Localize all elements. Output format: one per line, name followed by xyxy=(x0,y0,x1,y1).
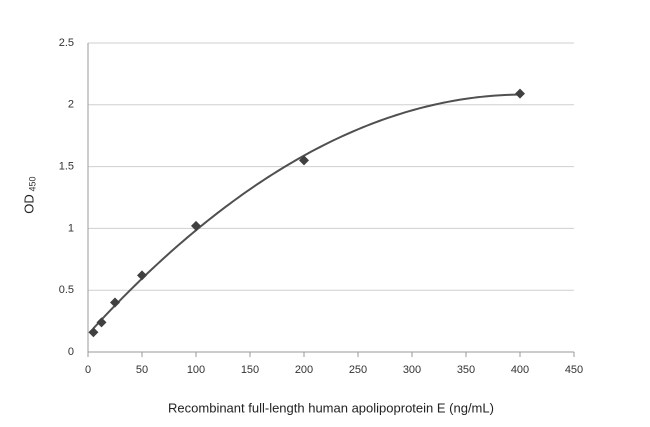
x-tick-label: 150 xyxy=(241,364,259,376)
marker xyxy=(96,317,107,328)
y-tick-label: 0 xyxy=(68,346,74,358)
marker xyxy=(515,88,525,99)
marker xyxy=(137,270,147,281)
y-axis-title-group: OD 450 xyxy=(21,176,37,213)
x-tick-label: 350 xyxy=(457,364,475,376)
y-tick-label: 1.5 xyxy=(59,161,74,173)
x-tick-label: 50 xyxy=(136,364,148,376)
x-tick-label: 100 xyxy=(187,364,205,376)
marker xyxy=(191,220,201,231)
x-tick-label: 200 xyxy=(295,364,313,376)
x-axis-title: Recombinant full-length human apolipopro… xyxy=(168,400,494,415)
marker xyxy=(88,327,99,338)
y-tick-label: 2.5 xyxy=(59,37,74,49)
y-axis-title: OD xyxy=(21,194,36,214)
y-tick-label: 1 xyxy=(68,222,74,234)
x-tick-label: 450 xyxy=(565,364,583,376)
marker xyxy=(299,155,309,166)
x-tick-label: 400 xyxy=(511,364,529,376)
x-tick-label: 0 xyxy=(85,364,91,376)
y-tick-label: 0.5 xyxy=(59,284,74,296)
marker xyxy=(110,297,120,308)
y-tick-label: 2 xyxy=(68,99,74,111)
x-tick-label: 250 xyxy=(349,364,367,376)
y-axis-title-subscript: 450 xyxy=(27,176,37,191)
trendline xyxy=(92,93,521,330)
x-tick-label: 300 xyxy=(403,364,421,376)
